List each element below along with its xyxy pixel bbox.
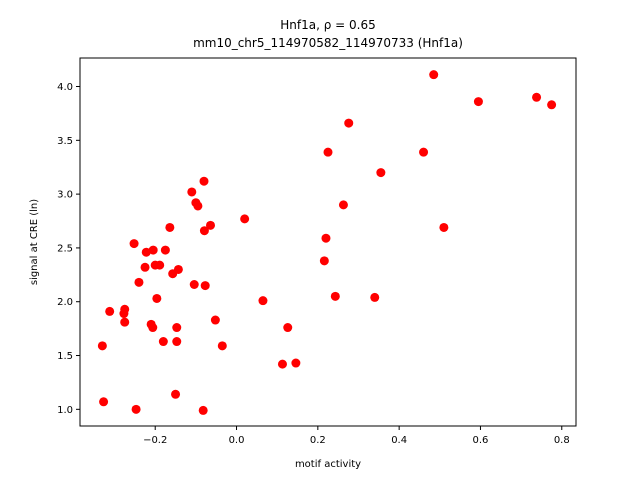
data-point-15 xyxy=(152,293,162,303)
y-tick-label-6: 4.0 xyxy=(57,82,73,93)
data-point-45 xyxy=(338,200,348,210)
y-axis-label: signal at CRE (ln) xyxy=(29,199,40,285)
data-point-16 xyxy=(155,260,165,270)
data-point-7 xyxy=(131,404,141,414)
data-point-53 xyxy=(532,92,542,102)
x-tick-label-1: 0.0 xyxy=(229,435,245,446)
data-point-37 xyxy=(258,296,268,306)
data-point-2 xyxy=(105,306,115,316)
data-points xyxy=(97,70,557,415)
data-point-50 xyxy=(429,70,439,80)
y-axis-ticks: 1.0 1.5 2.0 2.5 3.0 3.5 4.0 xyxy=(57,82,80,416)
data-point-22 xyxy=(172,323,182,333)
x-tick-label-3: 0.4 xyxy=(391,435,407,446)
data-point-9 xyxy=(140,262,150,272)
y-tick-label-2: 2.0 xyxy=(57,297,73,308)
data-point-34 xyxy=(210,315,220,325)
x-axis-ticks: −0.2 0.0 0.2 0.4 0.6 0.8 xyxy=(143,426,570,446)
data-point-12 xyxy=(148,323,158,333)
data-point-36 xyxy=(240,214,250,224)
y-tick-label-4: 3.0 xyxy=(57,190,73,201)
y-tick-label-0: 1.0 xyxy=(57,405,73,416)
data-point-31 xyxy=(199,226,209,236)
data-point-48 xyxy=(376,168,386,178)
x-tick-label-4: 0.6 xyxy=(473,435,489,446)
data-point-30 xyxy=(198,405,208,415)
data-point-38 xyxy=(277,359,287,369)
y-tick-label-5: 3.5 xyxy=(57,136,73,147)
data-point-29 xyxy=(199,176,209,186)
data-point-40 xyxy=(291,358,301,368)
data-point-32 xyxy=(200,281,210,291)
data-point-26 xyxy=(189,280,199,289)
x-axis-label: motif activity xyxy=(295,459,361,470)
data-point-0 xyxy=(97,341,107,351)
data-point-17 xyxy=(158,337,168,347)
data-point-5 xyxy=(120,317,130,327)
data-point-6 xyxy=(129,239,139,249)
x-tick-label-5: 0.8 xyxy=(554,435,570,446)
chart-title-line1: Hnf1a, ρ = 0.65 xyxy=(280,18,376,32)
data-point-47 xyxy=(370,292,380,302)
x-tick-label-0: −0.2 xyxy=(143,435,167,446)
data-point-54 xyxy=(547,100,557,110)
x-tick-label-2: 0.2 xyxy=(310,435,326,446)
data-point-52 xyxy=(473,97,483,107)
data-point-49 xyxy=(419,147,429,157)
plot-area-frame xyxy=(79,57,577,427)
data-point-46 xyxy=(344,118,354,128)
data-point-8 xyxy=(134,277,144,287)
data-point-21 xyxy=(171,389,181,399)
data-point-13 xyxy=(148,245,158,255)
data-point-23 xyxy=(172,337,182,347)
data-point-44 xyxy=(330,291,340,301)
data-point-24 xyxy=(173,264,183,274)
data-point-10 xyxy=(141,247,151,257)
data-point-41 xyxy=(319,256,329,266)
data-point-51 xyxy=(439,222,449,232)
data-point-1 xyxy=(99,397,109,407)
data-point-19 xyxy=(165,222,175,232)
data-point-18 xyxy=(160,245,170,255)
data-point-35 xyxy=(217,341,227,351)
data-point-25 xyxy=(187,187,197,197)
chart-title-line2: mm10_chr5_114970582_114970733 (Hnf1a) xyxy=(193,36,463,50)
data-point-4 xyxy=(120,304,130,314)
data-point-39 xyxy=(283,323,293,333)
y-tick-label-1: 1.5 xyxy=(57,351,73,362)
data-point-42 xyxy=(321,233,331,243)
data-point-28 xyxy=(193,201,203,211)
data-point-43 xyxy=(323,147,333,157)
data-point-33 xyxy=(206,220,215,230)
y-tick-label-3: 2.5 xyxy=(57,243,73,254)
